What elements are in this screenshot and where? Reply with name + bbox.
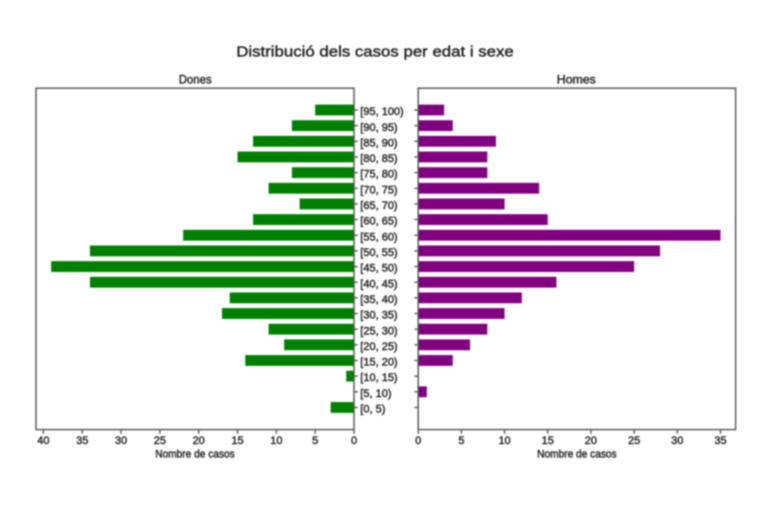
svg-text:[30, 35): [30, 35) <box>360 310 397 322</box>
svg-text:[70, 75): [70, 75) <box>360 184 397 196</box>
svg-text:10: 10 <box>498 435 510 447</box>
svg-text:[65, 70): [65, 70) <box>360 200 397 212</box>
svg-text:[45, 50): [45, 50) <box>360 263 397 275</box>
svg-text:[40, 45): [40, 45) <box>360 278 397 290</box>
svg-text:[95, 100): [95, 100) <box>360 106 403 118</box>
svg-text:0: 0 <box>415 435 421 447</box>
svg-text:30: 30 <box>115 435 127 447</box>
svg-text:25: 25 <box>628 435 640 447</box>
svg-text:Homes: Homes <box>557 72 596 86</box>
svg-text:Dones: Dones <box>179 72 212 86</box>
svg-text:25: 25 <box>154 435 166 447</box>
svg-text:[0, 5): [0, 5) <box>360 404 385 416</box>
svg-text:5: 5 <box>458 435 464 447</box>
svg-text:[20, 25): [20, 25) <box>360 341 397 353</box>
svg-text:[35, 40): [35, 40) <box>360 294 397 306</box>
svg-text:40: 40 <box>37 435 49 447</box>
svg-text:30: 30 <box>671 435 683 447</box>
svg-text:20: 20 <box>193 435 205 447</box>
svg-text:Distribució dels casos per eda: Distribució dels casos per edat i sexe <box>236 44 514 61</box>
svg-text:15: 15 <box>231 435 243 447</box>
svg-text:[50, 55): [50, 55) <box>360 247 397 259</box>
svg-text:[15, 20): [15, 20) <box>360 357 397 369</box>
svg-text:[10, 15): [10, 15) <box>360 372 397 384</box>
svg-text:[75, 80): [75, 80) <box>360 169 397 181</box>
svg-text:35: 35 <box>714 435 726 447</box>
svg-text:0: 0 <box>351 435 357 447</box>
svg-text:[90, 95): [90, 95) <box>360 122 397 134</box>
svg-text:Nombre de casos: Nombre de casos <box>537 448 617 460</box>
svg-text:[85, 90): [85, 90) <box>360 137 397 149</box>
svg-text:5: 5 <box>312 435 318 447</box>
svg-text:15: 15 <box>542 435 554 447</box>
svg-text:20: 20 <box>585 435 597 447</box>
svg-text:[25, 30): [25, 30) <box>360 325 397 337</box>
svg-text:10: 10 <box>270 435 282 447</box>
svg-text:[55, 60): [55, 60) <box>360 231 397 243</box>
svg-text:[5, 10): [5, 10) <box>360 388 391 400</box>
svg-text:[80, 85): [80, 85) <box>360 153 397 165</box>
svg-text:[60, 65): [60, 65) <box>360 216 397 228</box>
svg-text:Nombre de casos: Nombre de casos <box>155 448 235 460</box>
svg-text:35: 35 <box>76 435 88 447</box>
